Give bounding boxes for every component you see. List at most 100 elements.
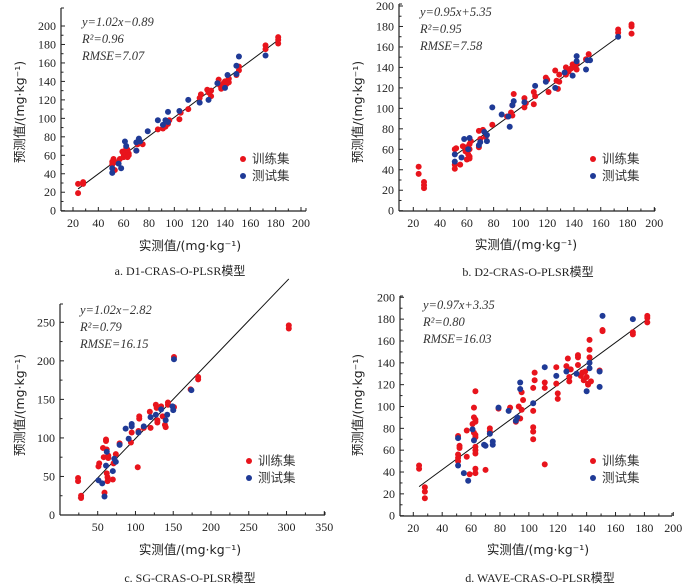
train-point	[482, 466, 489, 473]
test-point	[128, 423, 135, 430]
r2-text: R²=0.80	[422, 315, 465, 329]
x-tick-label: 100	[126, 520, 144, 534]
x-tick-label: 100	[520, 521, 538, 535]
train-point	[134, 464, 141, 471]
train-point	[136, 415, 143, 422]
train-point	[554, 390, 561, 397]
train-point	[531, 369, 538, 376]
test-point	[505, 113, 512, 120]
train-point	[599, 328, 606, 335]
train-point	[530, 407, 537, 414]
x-tick-label: 140	[578, 521, 596, 535]
test-point	[116, 441, 123, 448]
test-point	[121, 138, 128, 145]
y-tick-label: 20	[382, 183, 394, 197]
test-point	[235, 53, 242, 60]
y-tick-label: 100	[37, 431, 55, 445]
test-point	[154, 117, 161, 124]
r2-text: R²=0.96	[81, 32, 124, 46]
test-point	[521, 99, 528, 106]
test-point	[583, 66, 590, 73]
x-tick-label: 100	[511, 216, 529, 230]
train-point	[530, 424, 537, 431]
series-test	[451, 33, 622, 165]
y-tick-label: 200	[377, 290, 395, 304]
test-point	[489, 441, 496, 448]
x-tick-label: 160	[607, 521, 625, 535]
test-point	[530, 400, 537, 407]
test-point	[109, 468, 116, 475]
equation-text: y=0.95x+5.35	[418, 5, 492, 19]
train-point	[96, 460, 103, 467]
x-tick-label: 60	[465, 521, 477, 535]
train-point	[103, 438, 110, 445]
train-point	[416, 465, 423, 472]
test-point	[599, 312, 606, 319]
train-point	[463, 453, 470, 460]
train-point	[176, 116, 183, 123]
y-tick-label: 120	[377, 378, 395, 392]
train-point	[421, 488, 428, 495]
test-point	[109, 165, 116, 172]
train-point	[556, 71, 563, 78]
y-tick-label: 20	[383, 487, 395, 501]
train-point	[453, 145, 460, 152]
test-point	[214, 80, 221, 87]
test-point	[122, 425, 129, 432]
y-tick-label: 180	[377, 312, 395, 326]
y-tick-label: 50	[43, 469, 55, 483]
train-point	[154, 419, 161, 426]
train-point	[153, 404, 160, 411]
x-tick-label: 120	[191, 216, 209, 230]
y-tick-label: 150	[37, 392, 55, 406]
test-point	[165, 108, 171, 115]
test-point	[477, 139, 484, 146]
axes: 20 40 60 80 100 120 140 160 180 200 0 20 40 60 80 100 12…	[377, 290, 682, 535]
y-tick-label: 20	[44, 185, 56, 199]
x-tick-label: 200	[645, 216, 663, 230]
panel-d: 20 40 60 80 100 120 140 160 180 200 0 20 40 60 80 100 12…	[350, 290, 682, 585]
y-tick-label: 200	[38, 19, 56, 33]
y-tick-label: 140	[376, 60, 394, 74]
test-point	[482, 442, 489, 449]
train-point	[587, 378, 594, 385]
y-tick-label: 160	[38, 56, 56, 70]
y-tick-label: 180	[376, 19, 394, 33]
panel-caption: d. WAVE-CRAS-O-PLSR模型	[465, 571, 615, 585]
test-point	[125, 435, 132, 442]
x-axis-title: 实测值/(mg·kg⁻¹)	[487, 542, 589, 557]
train-point	[518, 406, 525, 413]
train-point	[164, 401, 171, 408]
equation-text: y=1.02x−2.82	[78, 303, 152, 317]
x-tick-label: 20	[67, 216, 79, 230]
train-point	[275, 40, 282, 47]
test-point	[233, 71, 240, 78]
test-point	[233, 62, 240, 69]
test-point	[196, 99, 203, 106]
y-tick-label: 180	[38, 37, 56, 51]
test-point	[629, 316, 636, 323]
rmse-text: RMSE=7.58	[419, 39, 483, 53]
y-tick-label: 160	[376, 40, 394, 54]
y-tick-label: 140	[38, 74, 56, 88]
test-point	[185, 96, 192, 103]
legend-test-label: 测试集	[252, 168, 290, 183]
panel-c: 50 100 150 200 250 300 350 0 50 100 150 200 250 y=1.…	[12, 278, 333, 585]
y-tick-label: 0	[388, 204, 394, 218]
test-point	[517, 386, 524, 393]
test-point	[596, 383, 603, 390]
x-tick-label: 200	[292, 216, 310, 230]
train-point	[628, 23, 635, 30]
test-point	[573, 58, 580, 65]
test-point	[615, 33, 622, 40]
train-point	[520, 396, 527, 403]
y-tick-label: 40	[44, 167, 56, 181]
x-tick-label: 350	[315, 520, 333, 534]
train-point	[470, 404, 477, 411]
test-point	[483, 131, 490, 138]
train-point	[285, 325, 292, 332]
train-point	[489, 121, 496, 128]
train-point	[556, 78, 563, 85]
y-tick-label: 40	[382, 163, 394, 177]
test-point	[115, 160, 122, 167]
